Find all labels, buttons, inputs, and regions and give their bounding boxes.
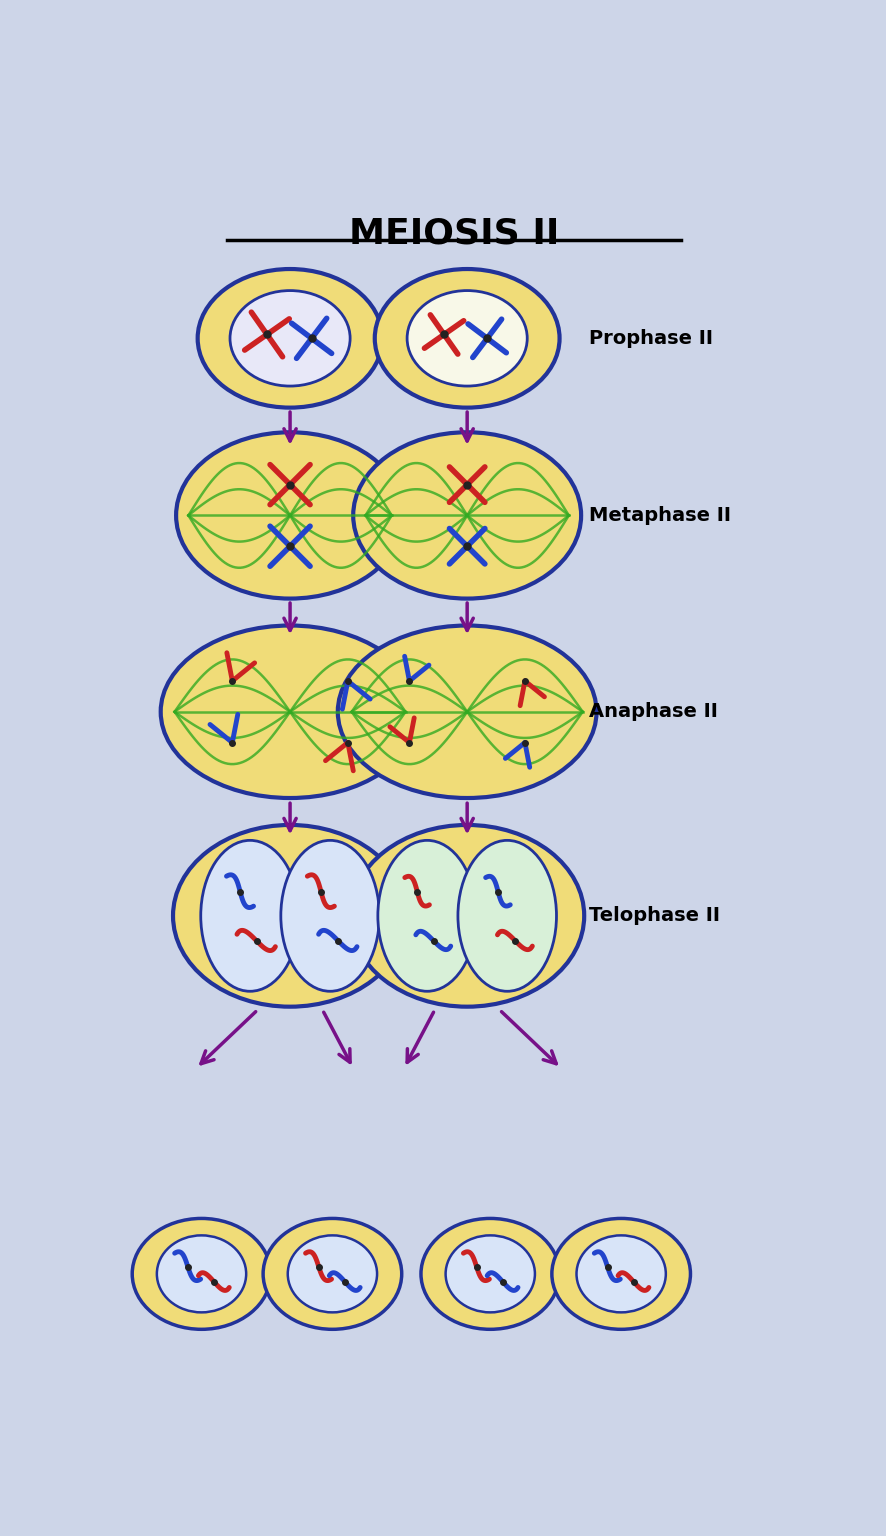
Ellipse shape [157, 1235, 246, 1312]
Text: Prophase II: Prophase II [589, 329, 713, 347]
Ellipse shape [230, 290, 350, 386]
Ellipse shape [421, 1218, 560, 1329]
Ellipse shape [354, 432, 581, 599]
Ellipse shape [338, 625, 596, 799]
Text: Metaphase II: Metaphase II [589, 505, 731, 525]
Ellipse shape [446, 1235, 535, 1312]
Ellipse shape [577, 1235, 665, 1312]
Ellipse shape [350, 825, 584, 1006]
Ellipse shape [160, 625, 419, 799]
Ellipse shape [281, 840, 379, 991]
Ellipse shape [176, 432, 404, 599]
Ellipse shape [263, 1218, 401, 1329]
Ellipse shape [288, 1235, 377, 1312]
Ellipse shape [377, 840, 477, 991]
Ellipse shape [375, 269, 560, 407]
Ellipse shape [458, 840, 556, 991]
Ellipse shape [201, 840, 299, 991]
Ellipse shape [173, 825, 407, 1006]
Text: Anaphase II: Anaphase II [589, 702, 718, 722]
Text: Telophase II: Telophase II [589, 906, 719, 925]
Ellipse shape [198, 269, 383, 407]
Ellipse shape [132, 1218, 271, 1329]
Text: MEIOSIS II: MEIOSIS II [349, 217, 559, 250]
Ellipse shape [552, 1218, 690, 1329]
Ellipse shape [407, 290, 527, 386]
